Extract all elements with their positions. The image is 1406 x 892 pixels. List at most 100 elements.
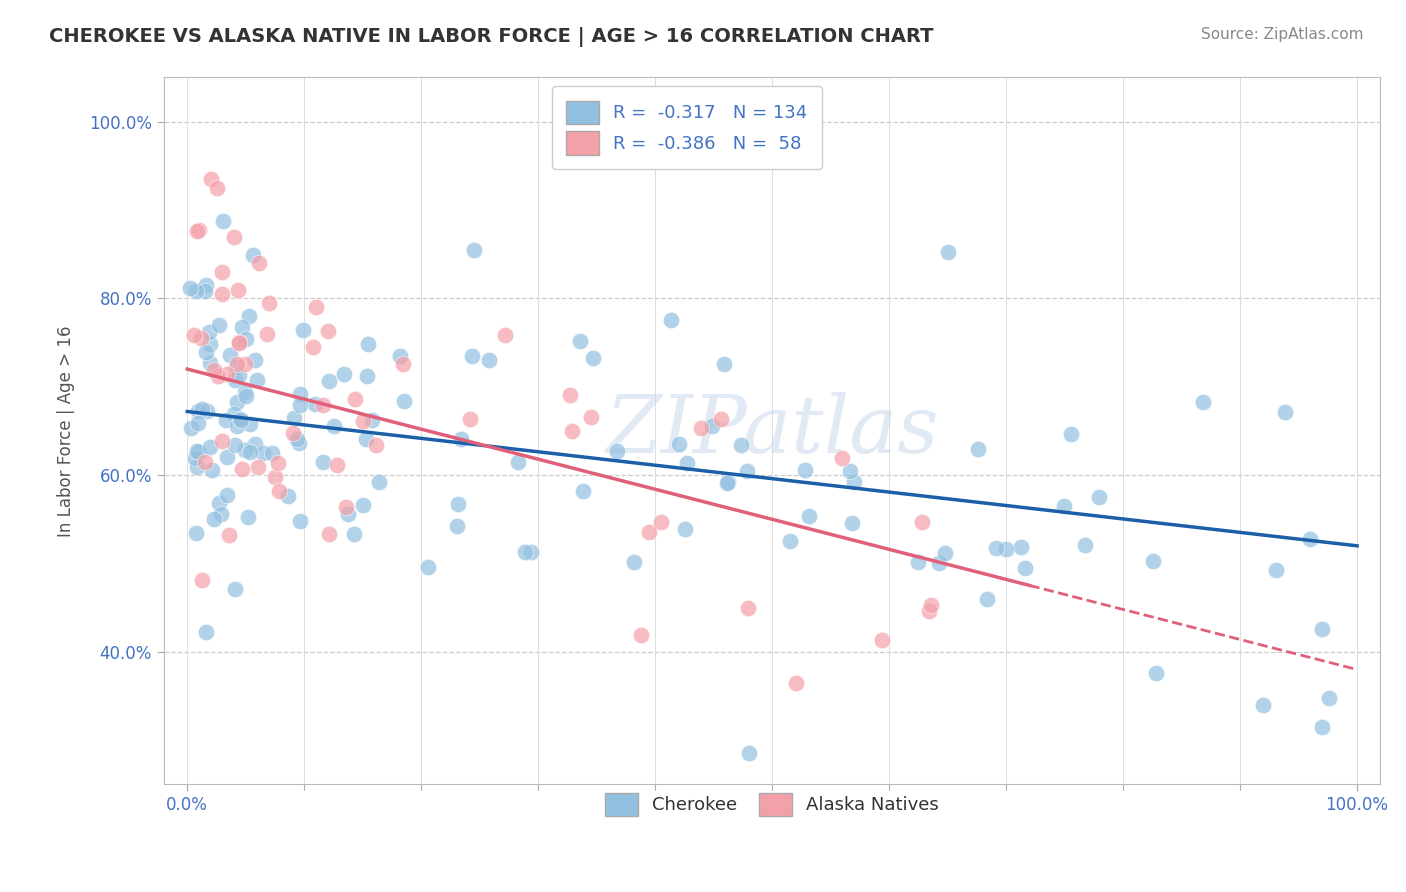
Point — [561, 424, 583, 438]
Point — [842, 475, 865, 490]
Point — [841, 516, 863, 530]
Point — [1142, 554, 1164, 568]
Point — [716, 476, 738, 491]
Point — [1274, 405, 1296, 419]
Point — [228, 334, 250, 349]
Point — [606, 443, 628, 458]
Point — [287, 435, 309, 450]
Point — [994, 541, 1017, 556]
Point — [668, 437, 690, 451]
Point — [335, 500, 357, 514]
Point — [1310, 622, 1333, 636]
Point — [357, 336, 380, 351]
Point — [239, 417, 262, 431]
Point — [838, 464, 860, 478]
Text: CHEROKEE VS ALASKA NATIVE IN LABOR FORCE | AGE > 16 CORRELATION CHART: CHEROKEE VS ALASKA NATIVE IN LABOR FORCE… — [49, 27, 934, 46]
Point — [291, 323, 314, 337]
Point — [211, 265, 233, 279]
Point — [245, 436, 267, 450]
Point — [195, 403, 218, 417]
Point — [215, 488, 238, 502]
Point — [735, 464, 758, 478]
Text: Source: ZipAtlas.com: Source: ZipAtlas.com — [1201, 27, 1364, 42]
Point — [302, 340, 325, 354]
Point — [201, 463, 224, 477]
Point — [581, 410, 603, 425]
Point — [928, 556, 950, 570]
Point — [446, 519, 468, 533]
Point — [194, 285, 217, 299]
Point — [984, 541, 1007, 555]
Point — [1010, 541, 1032, 555]
Point — [918, 604, 941, 618]
Point — [1253, 698, 1275, 712]
Point — [179, 281, 201, 295]
Point — [200, 172, 222, 186]
Point — [659, 312, 682, 326]
Point — [710, 411, 733, 425]
Point — [630, 628, 652, 642]
Point — [638, 525, 661, 540]
Point — [1144, 666, 1167, 681]
Point — [191, 402, 214, 417]
Point — [323, 419, 346, 434]
Point — [569, 334, 592, 349]
Point — [785, 676, 807, 690]
Point — [418, 560, 440, 574]
Point — [690, 421, 713, 435]
Point — [797, 508, 820, 523]
Point — [228, 368, 250, 382]
Point — [195, 624, 218, 639]
Point — [1088, 490, 1111, 504]
Point — [447, 497, 470, 511]
Point — [318, 324, 340, 338]
Point — [508, 455, 530, 469]
Point — [1310, 720, 1333, 734]
Point — [198, 326, 221, 340]
Point — [936, 244, 959, 259]
Point — [239, 445, 262, 459]
Point — [572, 483, 595, 498]
Point — [198, 440, 221, 454]
Point — [208, 318, 231, 332]
Point — [205, 181, 228, 195]
Point — [312, 399, 335, 413]
Point — [277, 489, 299, 503]
Point — [976, 591, 998, 606]
Point — [260, 446, 283, 460]
Point — [967, 442, 990, 456]
Point — [463, 244, 485, 258]
Point — [245, 353, 267, 368]
Point — [224, 438, 246, 452]
Point — [242, 248, 264, 262]
Point — [222, 407, 245, 421]
Point — [288, 515, 311, 529]
Point — [1014, 561, 1036, 575]
Point — [249, 256, 271, 270]
Point — [246, 373, 269, 387]
Point — [231, 413, 253, 427]
Point — [285, 433, 308, 447]
Point — [246, 459, 269, 474]
Point — [366, 438, 388, 452]
Point — [238, 309, 260, 323]
Point — [325, 458, 347, 473]
Point — [186, 459, 208, 474]
Point — [494, 327, 516, 342]
Point — [288, 387, 311, 401]
Point — [233, 357, 256, 371]
Point — [225, 357, 247, 371]
Point — [198, 337, 221, 351]
Point — [392, 394, 415, 409]
Point — [343, 392, 366, 406]
Point — [187, 404, 209, 418]
Point — [713, 357, 735, 371]
Point — [257, 295, 280, 310]
Point — [202, 511, 225, 525]
Point — [676, 456, 699, 470]
Point — [252, 446, 274, 460]
Point — [831, 450, 853, 465]
Point — [920, 598, 942, 612]
Point — [224, 373, 246, 387]
Point — [236, 509, 259, 524]
